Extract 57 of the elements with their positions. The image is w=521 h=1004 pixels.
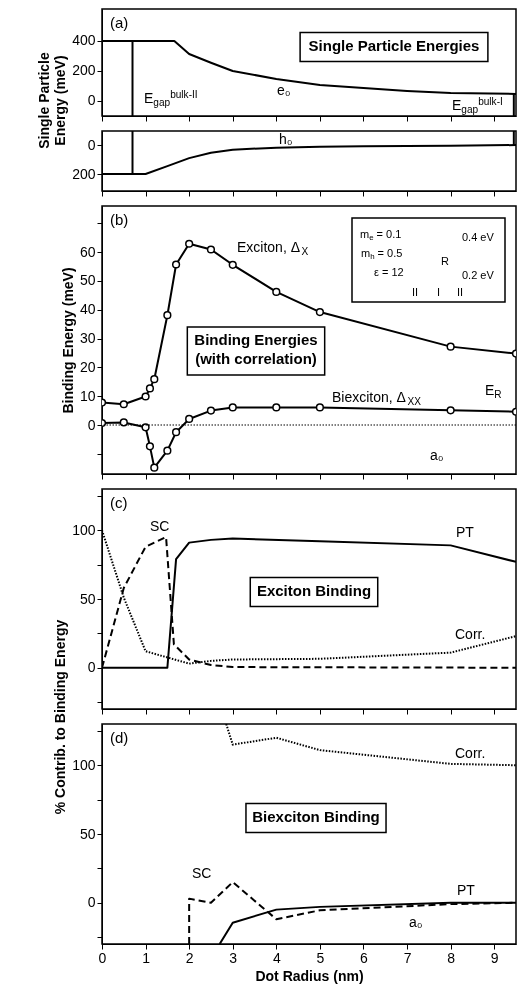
y-tick-label: 50 bbox=[79, 825, 96, 842]
y-tick-label: 10 bbox=[79, 387, 96, 404]
y-tick-label: 60 bbox=[79, 243, 96, 260]
annotation: SC bbox=[192, 865, 212, 881]
x-tick-label: 5 bbox=[316, 949, 325, 966]
y-tick-label: 200 bbox=[72, 62, 96, 79]
y-tick-label: 100 bbox=[72, 756, 96, 773]
x-tick-label: 9 bbox=[490, 949, 499, 966]
text: Single Particle Energies bbox=[308, 36, 480, 54]
y-axis-title: Single Particle Energy (meV) bbox=[36, 52, 69, 149]
annotation: Corr. bbox=[455, 745, 486, 761]
annotation: PT bbox=[457, 882, 476, 898]
x-tick-label: 2 bbox=[185, 949, 194, 966]
annotation: ε = 12 bbox=[374, 266, 404, 278]
y-tick-label: 20 bbox=[79, 358, 96, 375]
annotation: a₀ bbox=[409, 914, 423, 930]
annotation: 0.4 eV bbox=[462, 231, 495, 243]
annotation: Corr. bbox=[455, 626, 486, 642]
annotation: (c) bbox=[110, 494, 128, 511]
annotation: a₀ bbox=[430, 447, 444, 463]
x-axis-title: Dot Radius (nm) bbox=[255, 967, 364, 984]
annotation: (a) bbox=[110, 14, 129, 31]
y-tick-label: 50 bbox=[79, 590, 96, 607]
annotation: II bbox=[457, 286, 464, 298]
x-tick-label: 3 bbox=[229, 949, 238, 966]
x-tick-label: 7 bbox=[403, 949, 412, 966]
x-tick-label: 6 bbox=[360, 949, 369, 966]
x-tick-label: 4 bbox=[272, 949, 281, 966]
annotation: II bbox=[412, 286, 419, 298]
annotation: I bbox=[437, 286, 441, 298]
annotation: h₀ bbox=[279, 131, 293, 147]
y-tick-label: 40 bbox=[79, 301, 96, 318]
y-axis-title: Binding Energy (meV) bbox=[59, 267, 76, 414]
y-tick-label: 50 bbox=[79, 272, 96, 289]
annotation: (b) bbox=[110, 211, 129, 228]
x-tick-label: 1 bbox=[142, 949, 151, 966]
y-tick-label: 200 bbox=[72, 165, 96, 182]
annotation: (d) bbox=[110, 729, 129, 746]
x-tick-label: 0 bbox=[98, 949, 107, 966]
y-tick-label: 100 bbox=[72, 521, 96, 538]
y-tick-label: 0 bbox=[87, 416, 96, 433]
text: Binding Energies (with correlation) bbox=[194, 331, 318, 367]
annotation: R bbox=[441, 255, 449, 267]
y-tick-label: 0 bbox=[87, 136, 96, 153]
annotation: SC bbox=[150, 518, 170, 534]
text: Exciton Binding bbox=[256, 581, 372, 599]
annotation: PT bbox=[456, 524, 475, 540]
y-tick-label: 0 bbox=[87, 894, 96, 911]
x-tick-label: 8 bbox=[447, 949, 456, 966]
y-tick-label: 0 bbox=[87, 659, 96, 676]
y-tick-label: 400 bbox=[72, 32, 96, 49]
text: Biexciton Binding bbox=[252, 807, 380, 825]
y-axis-title: % Contrib. to Binding Energy bbox=[52, 619, 69, 815]
annotation: e₀ bbox=[277, 82, 291, 98]
annotation: 0.2 eV bbox=[462, 269, 495, 281]
y-tick-label: 0 bbox=[87, 92, 96, 109]
y-tick-label: 30 bbox=[79, 330, 96, 347]
